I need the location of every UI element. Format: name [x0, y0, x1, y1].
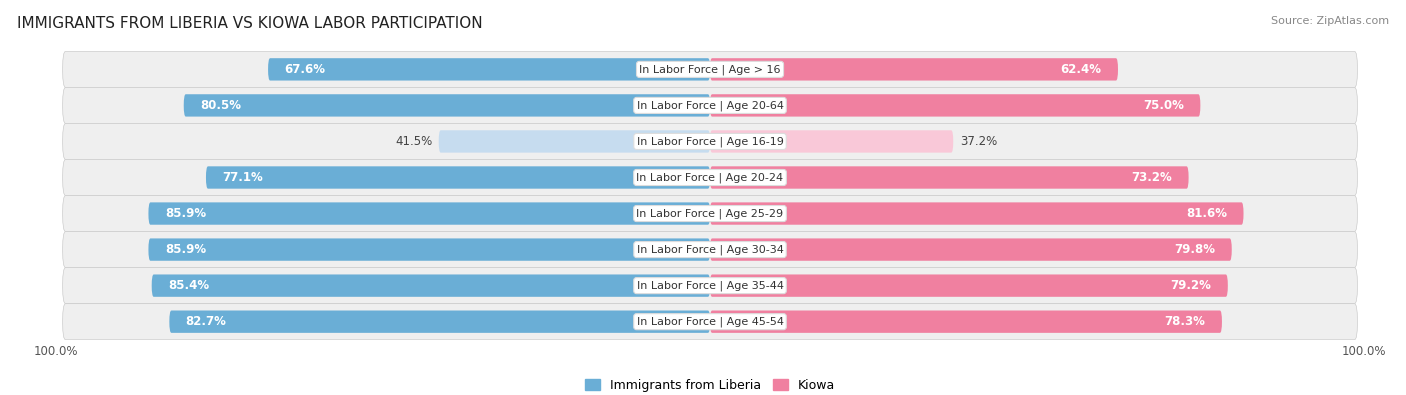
Text: 80.5%: 80.5% — [200, 99, 240, 112]
FancyBboxPatch shape — [205, 166, 710, 189]
FancyBboxPatch shape — [63, 160, 1357, 196]
Text: 67.6%: 67.6% — [284, 63, 325, 76]
Text: 78.3%: 78.3% — [1164, 315, 1205, 328]
FancyBboxPatch shape — [710, 202, 1243, 225]
Legend: Immigrants from Liberia, Kiowa: Immigrants from Liberia, Kiowa — [579, 374, 841, 395]
Text: 82.7%: 82.7% — [186, 315, 226, 328]
FancyBboxPatch shape — [149, 202, 710, 225]
Text: In Labor Force | Age 30-34: In Labor Force | Age 30-34 — [637, 245, 783, 255]
Text: 73.2%: 73.2% — [1132, 171, 1173, 184]
FancyBboxPatch shape — [710, 310, 1222, 333]
Text: In Labor Force | Age 35-44: In Labor Force | Age 35-44 — [637, 280, 783, 291]
Text: IMMIGRANTS FROM LIBERIA VS KIOWA LABOR PARTICIPATION: IMMIGRANTS FROM LIBERIA VS KIOWA LABOR P… — [17, 16, 482, 31]
Text: 37.2%: 37.2% — [960, 135, 997, 148]
Text: In Labor Force | Age 20-64: In Labor Force | Age 20-64 — [637, 100, 783, 111]
FancyBboxPatch shape — [169, 310, 710, 333]
Text: 79.8%: 79.8% — [1174, 243, 1215, 256]
Text: 85.9%: 85.9% — [165, 207, 205, 220]
FancyBboxPatch shape — [63, 124, 1357, 160]
FancyBboxPatch shape — [184, 94, 710, 117]
FancyBboxPatch shape — [710, 166, 1188, 189]
FancyBboxPatch shape — [63, 51, 1357, 87]
FancyBboxPatch shape — [63, 268, 1357, 304]
FancyBboxPatch shape — [710, 94, 1201, 117]
Text: In Labor Force | Age 25-29: In Labor Force | Age 25-29 — [637, 208, 783, 219]
FancyBboxPatch shape — [710, 239, 1232, 261]
FancyBboxPatch shape — [710, 58, 1118, 81]
FancyBboxPatch shape — [149, 239, 710, 261]
Text: 41.5%: 41.5% — [395, 135, 432, 148]
Text: 62.4%: 62.4% — [1060, 63, 1102, 76]
Text: In Labor Force | Age 16-19: In Labor Force | Age 16-19 — [637, 136, 783, 147]
Text: In Labor Force | Age 45-54: In Labor Force | Age 45-54 — [637, 316, 783, 327]
FancyBboxPatch shape — [152, 275, 710, 297]
FancyBboxPatch shape — [710, 130, 953, 152]
Text: 85.4%: 85.4% — [169, 279, 209, 292]
FancyBboxPatch shape — [63, 87, 1357, 124]
Text: 79.2%: 79.2% — [1171, 279, 1212, 292]
Text: 81.6%: 81.6% — [1187, 207, 1227, 220]
FancyBboxPatch shape — [63, 304, 1357, 340]
FancyBboxPatch shape — [63, 196, 1357, 231]
FancyBboxPatch shape — [439, 130, 710, 152]
Text: In Labor Force | Age > 16: In Labor Force | Age > 16 — [640, 64, 780, 75]
Text: 77.1%: 77.1% — [222, 171, 263, 184]
Text: 85.9%: 85.9% — [165, 243, 205, 256]
Text: In Labor Force | Age 20-24: In Labor Force | Age 20-24 — [637, 172, 783, 183]
Text: Source: ZipAtlas.com: Source: ZipAtlas.com — [1271, 16, 1389, 26]
FancyBboxPatch shape — [63, 231, 1357, 268]
Text: 75.0%: 75.0% — [1143, 99, 1184, 112]
FancyBboxPatch shape — [269, 58, 710, 81]
FancyBboxPatch shape — [710, 275, 1227, 297]
